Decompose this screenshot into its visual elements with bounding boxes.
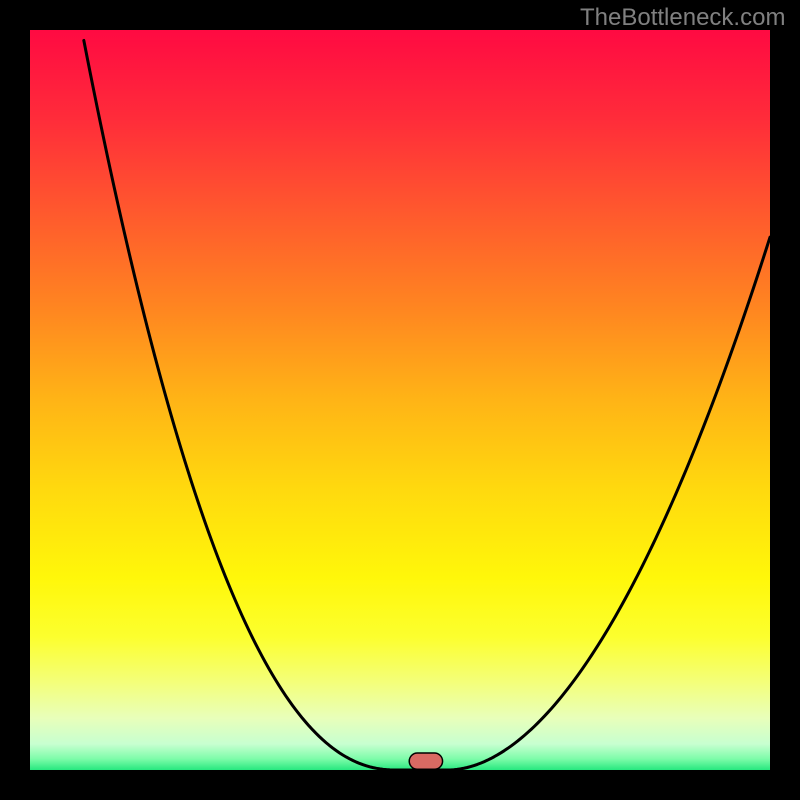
watermark-text: TheBottleneck.com [580, 4, 785, 32]
figure-canvas: TheBottleneck.com [0, 0, 800, 800]
gradient-background [30, 30, 770, 770]
optimal-marker [409, 753, 442, 769]
plot-area [30, 30, 770, 770]
